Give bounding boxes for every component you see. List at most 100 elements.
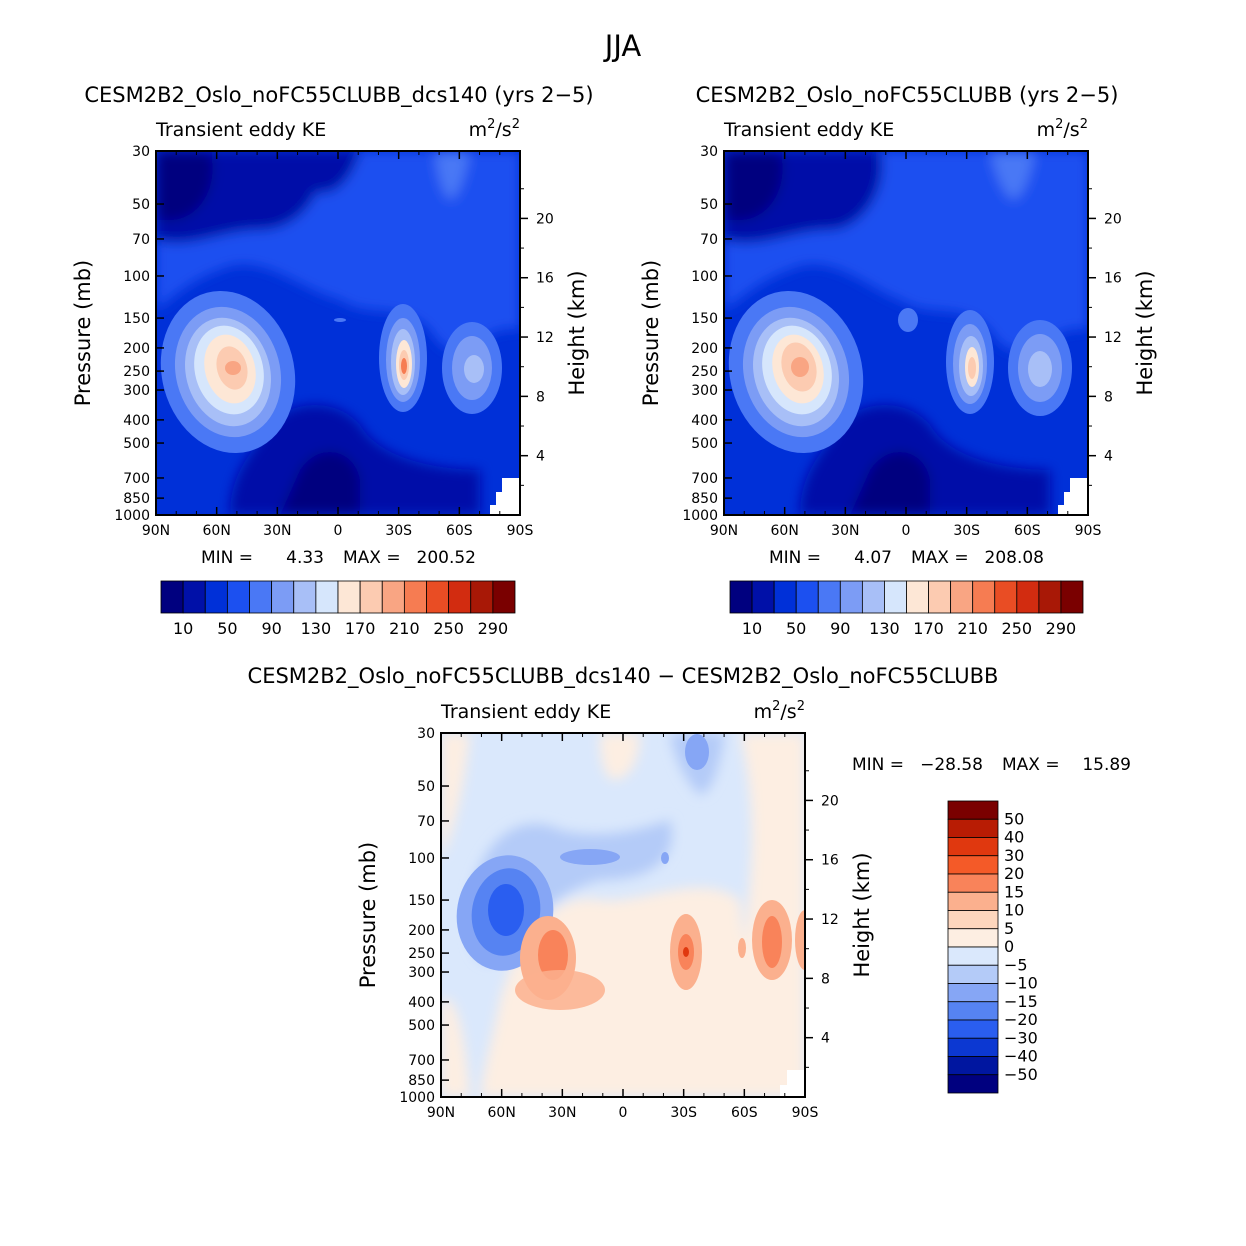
- colorbar-swatch: [947, 928, 999, 948]
- y-tick-label: 700: [123, 471, 150, 487]
- y-tick-label: 250: [408, 946, 435, 962]
- colorbar-label: −15: [1004, 992, 1038, 1011]
- y-tick-label: 700: [408, 1053, 435, 1069]
- x-tick-label: 30N: [548, 1105, 576, 1121]
- y-tick-label: 30: [132, 144, 150, 160]
- panel-1-ylabel-right: Height (km): [565, 270, 589, 395]
- colorbar-swatch: [773, 580, 797, 614]
- y-right-tick-label: 16: [821, 853, 839, 869]
- colorbar-label: 90: [261, 619, 281, 638]
- colorbar-swatch: [947, 910, 999, 930]
- x-tick-label: 0: [902, 523, 911, 539]
- y-tick-label: 200: [691, 341, 718, 357]
- x-tick-label: 90N: [142, 523, 170, 539]
- panel-3-title: CESM2B2_Oslo_noFC55CLUBB_dcs140 − CESM2B…: [248, 664, 999, 689]
- x-tick-label: 30S: [670, 1105, 697, 1121]
- colorbar-label: 250: [433, 619, 464, 638]
- colorbar-swatch: [947, 855, 999, 875]
- colorbar-label: 130: [869, 619, 900, 638]
- x-tick-label: 60N: [488, 1105, 516, 1121]
- y-tick-label: 50: [132, 197, 150, 213]
- colorbar-swatch: [928, 580, 952, 614]
- panel-2-ylabel: Pressure (mb): [639, 260, 663, 407]
- colorbar-swatch: [182, 580, 206, 614]
- x-tick-label: 90S: [1075, 523, 1102, 539]
- y-tick-label: 850: [123, 491, 150, 507]
- colorbar-swatch: [204, 580, 228, 614]
- y-tick-label: 200: [123, 341, 150, 357]
- colorbar-swatch: [337, 580, 361, 614]
- y-tick-label: 300: [123, 383, 150, 399]
- colorbar-label: 10: [1004, 901, 1024, 920]
- panel-3-ylabel: Pressure (mb): [356, 842, 380, 989]
- x-tick-label: 60S: [1014, 523, 1041, 539]
- y-tick-label: 300: [691, 383, 718, 399]
- panel-3-units: m2/s2: [754, 699, 805, 723]
- colorbar-label: 50: [217, 619, 237, 638]
- colorbar-label: 170: [345, 619, 376, 638]
- panel-1-max-label: MAX =: [343, 548, 401, 568]
- colorbar-label: 170: [913, 619, 944, 638]
- panel-2: CESM2B2_Oslo_noFC55CLUBB (yrs 2−5) Trans…: [639, 83, 1157, 638]
- panel-1-ylabel: Pressure (mb): [71, 260, 95, 407]
- y-tick-label: 150: [691, 311, 718, 327]
- y-tick-label: 70: [417, 814, 435, 830]
- colorbar-label: 90: [830, 619, 850, 638]
- y-tick-label: 500: [691, 436, 718, 452]
- y-tick-label: 850: [408, 1073, 435, 1089]
- panel-1-colorbar: 10 50 90 130 170 210 250 290: [160, 580, 516, 638]
- colorbar-swatch: [884, 580, 907, 614]
- colorbar-label: −50: [1004, 1065, 1038, 1084]
- y-right-tick-label: 4: [1104, 449, 1113, 465]
- colorbar-swatch: [1060, 580, 1084, 614]
- colorbar-label: 0: [1004, 937, 1014, 956]
- y-right-tick-label: 20: [1104, 211, 1122, 227]
- colorbar-swatch: [947, 873, 999, 893]
- y-right-tick-label: 4: [536, 449, 545, 465]
- y-tick-label: 1000: [399, 1090, 435, 1106]
- colorbar-label: 30: [1004, 846, 1024, 865]
- y-tick-label: 500: [123, 436, 150, 452]
- colorbar-label: −10: [1004, 974, 1038, 993]
- colorbar-swatch: [226, 580, 250, 614]
- x-tick-label: 30N: [263, 523, 291, 539]
- colorbar-swatch: [1016, 580, 1040, 614]
- colorbar-label: 40: [1004, 828, 1024, 847]
- season-title: JJA: [603, 29, 642, 63]
- panel-3-axes: 90N 60N 30N 0 30S 60S 90S 30 50 70 100 150 200 250 300…: [399, 726, 839, 1121]
- colorbar-label: 210: [957, 619, 988, 638]
- colorbar-swatch: [315, 580, 339, 614]
- panel-3-max-value: 15.89: [1082, 755, 1131, 775]
- y-tick-label: 50: [417, 779, 435, 795]
- y-right-tick-label: 8: [536, 389, 545, 405]
- colorbar-swatch: [947, 1019, 999, 1039]
- panel-3-subtitle: Transient eddy KE: [440, 701, 611, 723]
- colorbar-swatch: [492, 580, 516, 614]
- y-right-tick-label: 4: [821, 1031, 830, 1047]
- colorbar-swatch: [293, 580, 317, 614]
- x-tick-label: 90N: [427, 1105, 455, 1121]
- panel-2-max-label: MAX =: [911, 548, 969, 568]
- colorbar-swatch: [271, 580, 295, 614]
- panel-1-title: CESM2B2_Oslo_noFC55CLUBB_dcs140 (yrs 2−5…: [84, 83, 593, 108]
- colorbar-swatch: [947, 818, 999, 838]
- colorbar-label: −5: [1004, 955, 1028, 974]
- y-tick-label: 1000: [682, 508, 718, 524]
- y-tick-label: 1000: [114, 508, 150, 524]
- y-tick-label: 100: [408, 851, 435, 867]
- y-right-tick-label: 12: [1104, 330, 1122, 346]
- y-right-tick-label: 16: [1104, 271, 1122, 287]
- colorbar-label: −40: [1004, 1047, 1038, 1066]
- colorbar-swatch: [947, 1037, 999, 1057]
- y-tick-label: 500: [408, 1018, 435, 1034]
- y-tick-label: 50: [700, 197, 718, 213]
- colorbar-swatch: [947, 1056, 999, 1076]
- x-tick-label: 0: [619, 1105, 628, 1121]
- panel-1-subtitle: Transient eddy KE: [155, 119, 326, 141]
- colorbar-label: 10: [173, 619, 193, 638]
- colorbar-label: 5: [1004, 919, 1014, 938]
- panel-3: CESM2B2_Oslo_noFC55CLUBB_dcs140 − CESM2B…: [248, 664, 1131, 1121]
- y-right-tick-label: 8: [821, 971, 830, 987]
- panel-2-colorbar: 10 50 90 130 170 210 250 290: [729, 580, 1084, 638]
